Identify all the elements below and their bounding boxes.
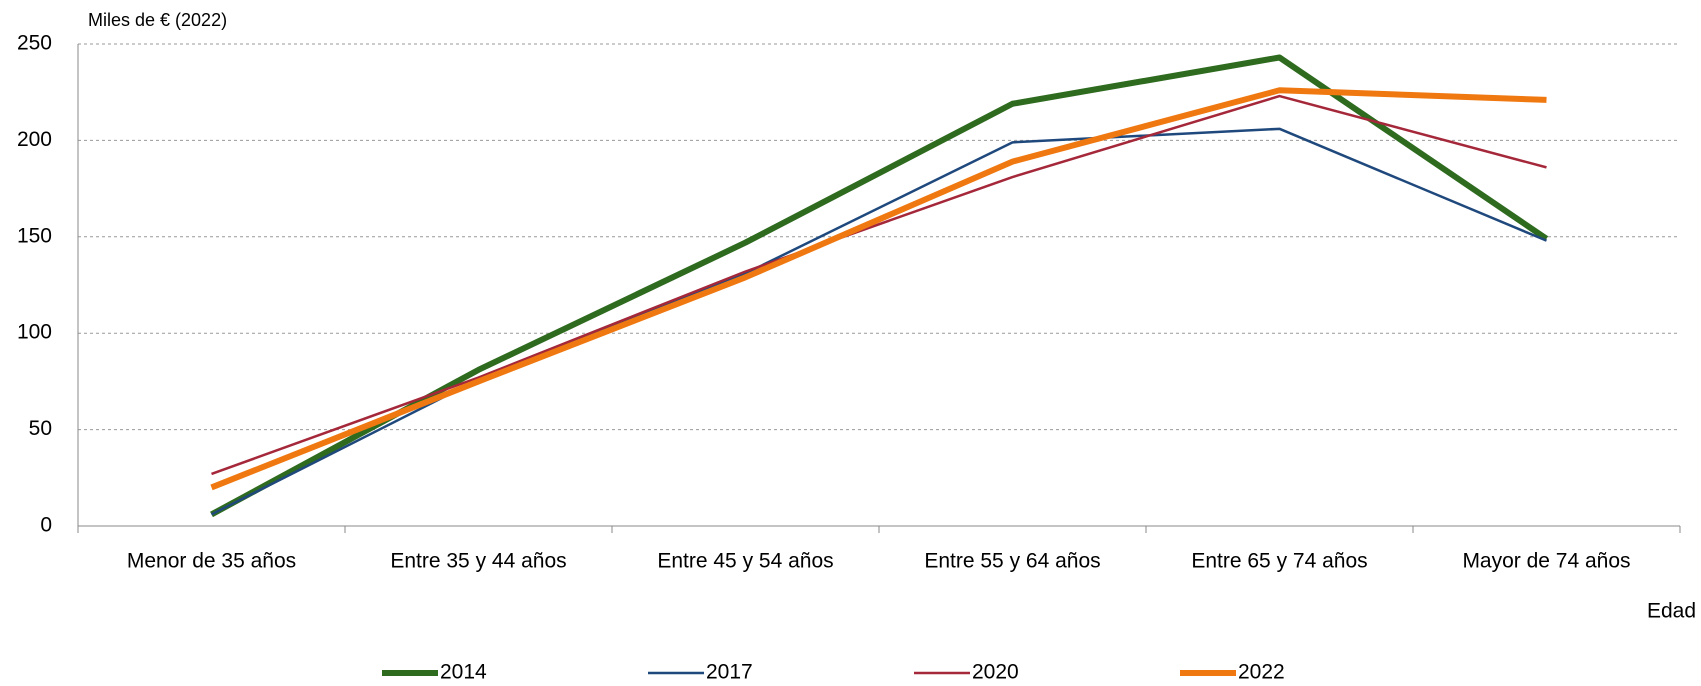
y-tick-label: 0 — [40, 514, 52, 537]
series-line — [210, 54, 1549, 518]
series-line — [211, 94, 1547, 476]
x-tick-label: Entre 45 y 54 años — [657, 550, 833, 573]
x-tick-label: Entre 65 y 74 años — [1191, 550, 1367, 573]
y-tick-label: 250 — [17, 32, 52, 55]
legend-label: 2020 — [972, 661, 1019, 684]
legend-label: 2014 — [440, 661, 487, 684]
legend-label: 2022 — [1238, 661, 1285, 684]
series-line — [210, 87, 1547, 491]
y-axis-label: Miles de € (2022) — [88, 10, 227, 30]
series-line — [210, 127, 1547, 516]
x-tick-label: Menor de 35 años — [127, 550, 296, 573]
x-tick-label: Entre 55 y 64 años — [924, 550, 1100, 573]
y-tick-label: 200 — [17, 128, 52, 151]
x-axis-label: Edad — [1647, 600, 1696, 623]
x-tick-label: Mayor de 74 años — [1462, 550, 1630, 573]
y-tick-label: 50 — [29, 417, 52, 440]
legend-label: 2017 — [706, 661, 753, 684]
x-tick-label: Entre 35 y 44 años — [390, 550, 566, 573]
y-tick-label: 150 — [17, 224, 52, 247]
y-tick-label: 100 — [17, 321, 52, 344]
